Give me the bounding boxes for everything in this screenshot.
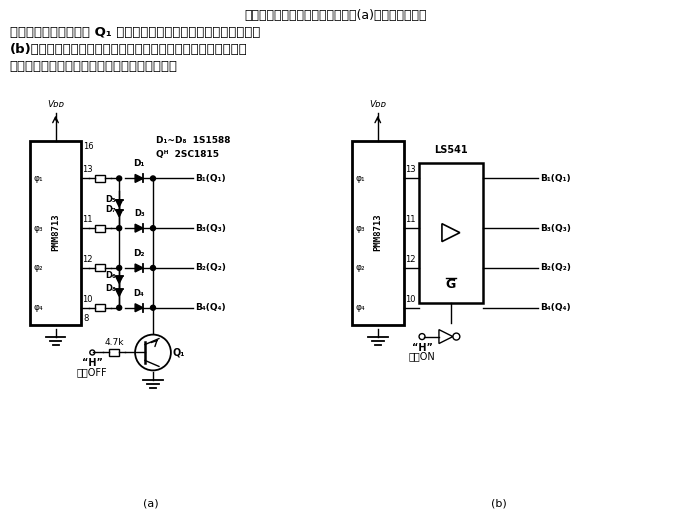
Text: B₄(Q₄): B₄(Q₄)	[194, 303, 225, 312]
Text: D₅: D₅	[105, 195, 116, 204]
Text: 10: 10	[404, 295, 415, 304]
Text: 16: 16	[83, 142, 94, 151]
Text: φ₁: φ₁	[34, 174, 43, 183]
Text: D₇: D₇	[105, 205, 116, 214]
Text: Vᴅᴅ: Vᴅᴅ	[369, 100, 386, 109]
Text: (a): (a)	[143, 499, 159, 509]
Text: D₄: D₄	[134, 289, 145, 298]
Text: G̅: G̅	[446, 278, 456, 292]
Text: 磁电路降低了电流消耗，故可以抑制线圈发热。: 磁电路降低了电流消耗，故可以抑制线圈发热。	[10, 60, 178, 73]
Text: (b)中以缓冲器代替二极管来控制功率晋体管的输出信号。由于无: (b)中以缓冲器代替二极管来控制功率晋体管的输出信号。由于无	[10, 43, 248, 56]
Polygon shape	[135, 264, 143, 272]
Polygon shape	[116, 290, 122, 296]
Text: D₈: D₈	[105, 284, 116, 293]
Text: PMM8713: PMM8713	[51, 214, 60, 251]
Text: φ₄: φ₄	[34, 303, 43, 312]
Text: 13: 13	[404, 165, 415, 174]
Polygon shape	[116, 210, 122, 217]
Text: 配置了二极管逻辑，由 Q₁ 的导通与截止来适当地控制输出电压；图: 配置了二极管逻辑，由 Q₁ 的导通与截止来适当地控制输出电压；图	[10, 26, 260, 39]
Text: D₃: D₃	[134, 209, 145, 218]
Circle shape	[151, 305, 155, 310]
Bar	[96, 175, 105, 182]
Circle shape	[116, 176, 122, 181]
Bar	[109, 349, 119, 356]
Text: “H”: “H”	[82, 358, 103, 369]
Text: (b): (b)	[491, 499, 507, 509]
Bar	[96, 265, 105, 271]
Text: φ₃: φ₃	[34, 224, 43, 233]
Text: B₂(Q₂): B₂(Q₂)	[540, 264, 571, 272]
Text: D₆: D₆	[105, 271, 116, 280]
Text: 助磁OFF: 助磁OFF	[77, 368, 108, 377]
Text: B₃(Q₃): B₃(Q₃)	[194, 224, 225, 233]
Text: B₄(Q₄): B₄(Q₄)	[540, 303, 571, 312]
Text: D₂: D₂	[133, 249, 145, 258]
Text: 11: 11	[82, 215, 93, 224]
Text: D₁: D₁	[133, 159, 145, 169]
Text: Vᴅᴅ: Vᴅᴅ	[47, 100, 64, 109]
Circle shape	[151, 265, 155, 270]
Text: Qᴴ  2SC1815: Qᴴ 2SC1815	[156, 149, 219, 159]
Text: φ₂: φ₂	[356, 264, 365, 272]
Text: LS541: LS541	[434, 145, 468, 155]
Polygon shape	[135, 224, 143, 232]
Text: φ₃: φ₃	[356, 224, 365, 233]
Circle shape	[116, 226, 122, 231]
Text: φ₁: φ₁	[356, 174, 365, 183]
Text: 4.7k: 4.7k	[104, 338, 124, 346]
Text: φ₄: φ₄	[356, 303, 365, 312]
Text: 所示是步进电机的无助磁电路。图(a)在功率晋体管间: 所示是步进电机的无助磁电路。图(a)在功率晋体管间	[245, 9, 427, 22]
Text: B₁(Q₁): B₁(Q₁)	[194, 174, 225, 183]
Polygon shape	[135, 304, 143, 312]
Text: PMM8713: PMM8713	[374, 214, 382, 251]
Text: 11: 11	[404, 215, 415, 224]
Text: 10: 10	[82, 295, 93, 304]
Text: 8: 8	[83, 314, 89, 323]
Polygon shape	[135, 174, 143, 183]
Text: 12: 12	[82, 255, 93, 264]
Polygon shape	[116, 277, 122, 283]
Circle shape	[151, 176, 155, 181]
Text: 助磁ON: 助磁ON	[409, 352, 435, 361]
Text: “H”: “H”	[412, 343, 433, 353]
Circle shape	[116, 265, 122, 270]
Text: 12: 12	[404, 255, 415, 264]
Polygon shape	[116, 200, 122, 207]
Text: Q₁: Q₁	[173, 347, 185, 357]
Text: φ₂: φ₂	[34, 264, 43, 272]
Text: B₁(Q₁): B₁(Q₁)	[540, 174, 571, 183]
Text: 13: 13	[82, 165, 93, 174]
Text: D₁~D₈  1S1588: D₁~D₈ 1S1588	[156, 135, 230, 145]
Bar	[96, 304, 105, 311]
Bar	[419, 162, 483, 303]
Circle shape	[116, 305, 122, 310]
Text: B₂(Q₂): B₂(Q₂)	[194, 264, 225, 272]
Bar	[96, 225, 105, 232]
Circle shape	[151, 226, 155, 231]
Text: B₃(Q₃): B₃(Q₃)	[540, 224, 571, 233]
Bar	[30, 141, 81, 325]
Bar	[352, 141, 404, 325]
